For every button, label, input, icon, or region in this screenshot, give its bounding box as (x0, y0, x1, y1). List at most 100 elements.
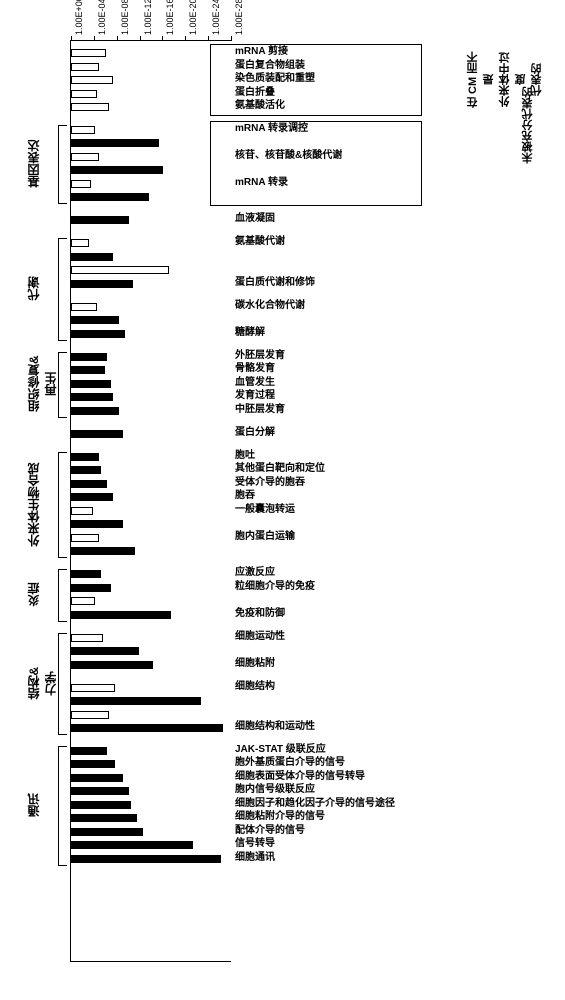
x-tick (185, 36, 186, 41)
bar (71, 493, 113, 501)
category-bracket (58, 633, 67, 735)
bar (71, 647, 139, 655)
bar-label: 细胞通讯 (235, 853, 275, 863)
bar (71, 193, 149, 201)
bar-label: 蛋白质代谢和修饰 (235, 278, 315, 288)
bar-label: 血液凝固 (235, 214, 275, 224)
bar (71, 166, 163, 174)
bar (71, 103, 109, 111)
bar-label: 免疫和防御 (235, 609, 285, 619)
x-tick-label: 1.00E-28 (234, 0, 244, 35)
bar (71, 814, 137, 822)
bar (71, 711, 109, 719)
bar-label: 其他蛋白靶向和定位 (235, 464, 325, 474)
bar-label: 胞吐 (235, 451, 255, 461)
category-bracket (58, 569, 67, 622)
bar (71, 841, 193, 849)
bar (71, 661, 153, 669)
bar-label: 细胞表面受体介导的信号转导 (235, 772, 365, 782)
bar-label: 应激反应 (235, 568, 275, 578)
bar-label: 细胞结构和运动性 (235, 722, 315, 732)
right-annotation: 未被充分代表的 (520, 48, 536, 202)
category-label: 组织修复&再生 (25, 352, 59, 416)
x-tick (208, 36, 209, 41)
bar (71, 507, 93, 515)
bar (71, 611, 171, 619)
bar-label: 一般囊泡转运 (235, 505, 295, 515)
bar-label: 细胞结构 (235, 682, 275, 692)
x-tick-label: 1.00E-12 (143, 0, 153, 35)
bar (71, 584, 111, 592)
chart-container: 1.00E+001.00E-041.00E-081.00E-121.00E-16… (10, 10, 555, 990)
bar (71, 760, 115, 768)
bar (71, 49, 106, 57)
x-tick (162, 36, 163, 41)
bar-label: 中胚层发育 (235, 405, 285, 415)
bar (71, 63, 99, 71)
bar (71, 697, 201, 705)
bar-label: 胞内蛋白运输 (235, 532, 295, 542)
bar (71, 547, 135, 555)
category-label: 结构&力学 (25, 633, 59, 733)
category-label: 代谢 (25, 238, 42, 338)
bar-label: 信号转导 (235, 839, 275, 849)
bar-label: 细胞粘附 (235, 659, 275, 669)
bar (71, 76, 113, 84)
bar-label: 配体介导的信号 (235, 826, 305, 836)
plot-area (70, 40, 231, 962)
bar (71, 430, 123, 438)
category-label: 基因表达 (25, 125, 42, 203)
bar-label: 骨骼发育 (235, 364, 275, 374)
bar (71, 634, 103, 642)
x-tick (231, 36, 232, 41)
bar (71, 216, 129, 224)
bar (71, 828, 143, 836)
bar-label: 细胞运动性 (235, 632, 285, 642)
x-tick-label: 1.00E-04 (97, 0, 107, 35)
category-bracket (58, 352, 67, 418)
bar (71, 353, 107, 361)
x-tick (117, 36, 118, 41)
bar-label: 外胚层发育 (235, 351, 285, 361)
bar-label: 胞内信号级联反应 (235, 785, 315, 795)
bar (71, 180, 91, 188)
bar (71, 855, 221, 863)
category-bracket (58, 238, 67, 340)
bar (71, 407, 119, 415)
x-tick-label: 1.00E-08 (120, 0, 130, 35)
bar (71, 266, 169, 274)
bar (71, 480, 107, 488)
x-tick (94, 36, 95, 41)
bar (71, 570, 101, 578)
x-tick-label: 1.00E+00 (74, 0, 84, 35)
bar (71, 453, 99, 461)
x-tick (71, 36, 72, 41)
bar (71, 774, 123, 782)
bar (71, 597, 95, 605)
bar (71, 126, 95, 134)
group-box (210, 121, 422, 207)
bar (71, 466, 101, 474)
bar (71, 253, 113, 261)
bar (71, 153, 99, 161)
category-bracket (58, 452, 67, 559)
bar (71, 724, 223, 732)
bar (71, 380, 111, 388)
bar (71, 316, 119, 324)
bar (71, 534, 99, 542)
bar (71, 366, 105, 374)
bar-label: 糖酵解 (235, 328, 265, 338)
bar-label: 细胞因子和趋化因子介导的信号途径 (235, 799, 395, 809)
bar-label: 胞外基质蛋白介导的信号 (235, 758, 345, 768)
x-tick (140, 36, 141, 41)
bar (71, 90, 97, 98)
bar-label: 蛋白分解 (235, 428, 275, 438)
bar-label: 血管发生 (235, 378, 275, 388)
bar (71, 239, 89, 247)
bar (71, 520, 123, 528)
group-box (210, 44, 422, 116)
x-tick-label: 1.00E-24 (211, 0, 221, 35)
bar-label: 胞吞 (235, 491, 255, 501)
bar (71, 393, 113, 401)
bar-label: 受体介导的胞吞 (235, 478, 305, 488)
